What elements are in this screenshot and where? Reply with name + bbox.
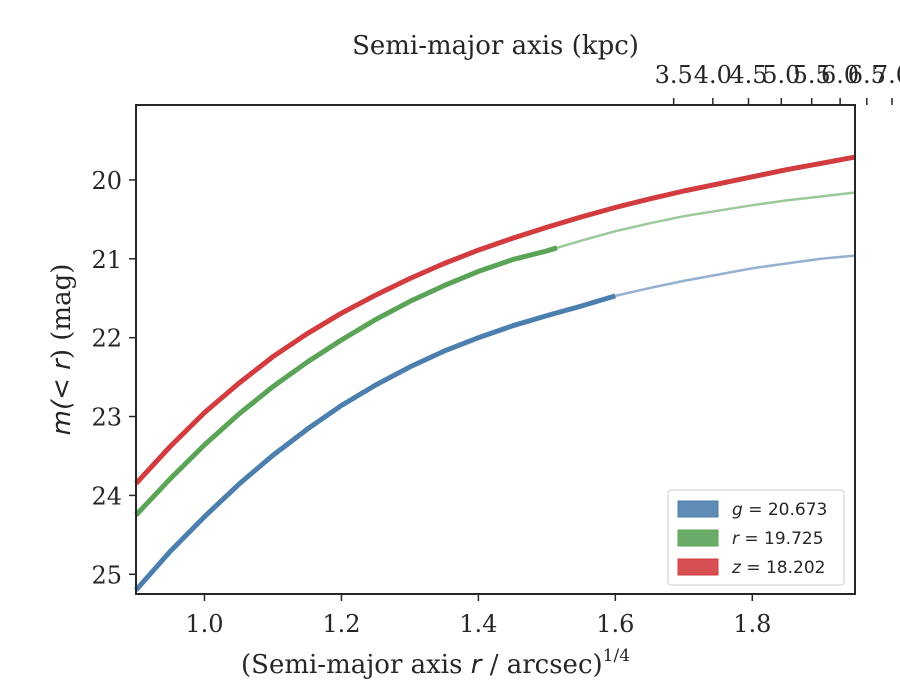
y-tick-label: 24 — [91, 482, 122, 510]
legend-var-g: g — [732, 500, 748, 520]
legend-value-r: = 19.725 — [744, 529, 823, 549]
top-x-tick-label: 6.5 — [848, 61, 886, 89]
x-tick-label: 1.6 — [596, 610, 634, 638]
legend-var-z: z — [731, 558, 746, 578]
x-axis-title-suffix: / arcsec) — [481, 650, 602, 680]
top-x-tick-label: 4.5 — [729, 61, 767, 89]
x-axis-title-var: r — [471, 650, 484, 680]
top-x-axis-title: Semi-major axis (kpc) — [352, 31, 639, 61]
y-tick-label: 22 — [91, 325, 122, 353]
x-tick-label: 1.0 — [185, 610, 223, 638]
x-tick-label: 1.8 — [733, 610, 771, 638]
legend-swatch-g — [677, 500, 719, 518]
legend-swatch-r — [677, 529, 719, 547]
legend-swatch-z — [677, 558, 719, 576]
legend-value-g: = 20.673 — [748, 500, 827, 520]
y-axis-title-mid: < r — [47, 357, 77, 400]
series-z-line — [134, 154, 856, 486]
top-x-tick-label: 7.0 — [873, 61, 900, 89]
y-axis-title-suffix: ) (mag) — [47, 264, 77, 360]
top-x-tick-label: 5.5 — [793, 61, 831, 89]
legend-value-z: = 18.202 — [746, 558, 825, 578]
series-g-line — [134, 293, 617, 592]
y-tick-label: 23 — [91, 404, 122, 432]
top-x-tick-label: 3.5 — [655, 61, 693, 89]
top-x-tick-label: 4.0 — [694, 61, 732, 89]
x-axis-title: (Semi-major axis r / arcsec)1/4 — [241, 646, 630, 680]
legend-var-r: r — [732, 529, 744, 549]
legend-label-r: r = 19.725 — [732, 529, 824, 549]
x-tick-label: 1.2 — [322, 610, 360, 638]
y-tick-label: 20 — [91, 167, 122, 195]
legend-label-z: z = 18.202 — [731, 558, 825, 578]
y-tick-label: 25 — [91, 561, 122, 589]
y-axis-title-prefix: m( — [47, 398, 77, 435]
series-r-extension-line — [556, 191, 856, 249]
top-x-tick-label: 6.0 — [821, 61, 859, 89]
legend-label-g: g = 20.673 — [732, 500, 827, 520]
x-axis-title-exp: 1/4 — [603, 646, 630, 666]
y-tick-label: 21 — [91, 246, 122, 274]
ticks-layer: 1.0 1.2 1.4 1.6 1.8 20 21 22 23 24 25 3.5 4.04.55.05… — [91, 61, 900, 638]
plot-frame — [135, 104, 856, 595]
series-layer — [134, 154, 856, 592]
series-g-extension-line — [615, 254, 856, 298]
x-tick-label: 1.4 — [459, 610, 497, 638]
series-r-line — [134, 245, 558, 517]
y-axis-title: m(< r) (mag) — [47, 264, 77, 436]
x-axis-title-prefix: (Semi-major axis — [241, 650, 471, 680]
top-x-tick-label: 5.0 — [762, 61, 800, 89]
